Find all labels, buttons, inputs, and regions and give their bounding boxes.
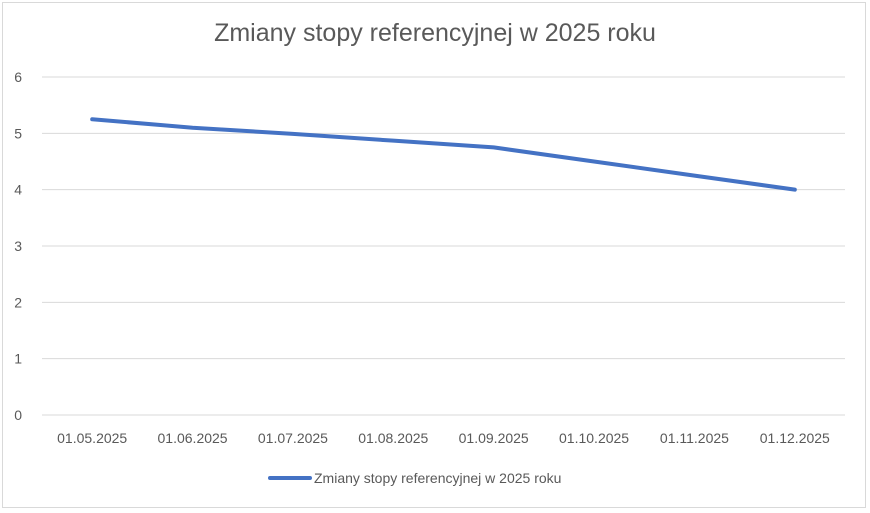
y-tick-label: 5 xyxy=(14,125,22,141)
legend: Zmiany stopy referencyjnej w 2025 roku xyxy=(268,467,561,489)
y-tick-label: 1 xyxy=(14,351,22,367)
gridlines xyxy=(42,76,845,416)
y-axis-tick-labels: 0 1 2 3 4 5 6 xyxy=(14,69,22,423)
chart-area xyxy=(2,2,866,508)
y-tick-label: 2 xyxy=(14,294,22,310)
y-tick-label: 3 xyxy=(14,238,22,254)
series-group xyxy=(90,117,797,192)
x-tick-label: 01.11.2025 xyxy=(660,430,729,446)
x-tick-label: 01.12.2025 xyxy=(760,430,830,446)
x-tick-label: 01.06.2025 xyxy=(158,430,228,446)
x-tick-label: 01.05.2025 xyxy=(57,430,127,446)
series-line-0 xyxy=(90,117,797,192)
y-tick-label: 6 xyxy=(14,69,22,85)
x-tick-label: 01.10.2025 xyxy=(559,430,629,446)
legend-label: Zmiany stopy referencyjnej w 2025 roku xyxy=(314,470,562,486)
y-tick-label: 4 xyxy=(14,182,22,198)
x-tick-label: 01.08.2025 xyxy=(358,430,428,446)
y-tick-label: 0 xyxy=(14,407,22,423)
legend-swatch xyxy=(268,476,312,480)
x-tick-label: 01.09.2025 xyxy=(459,430,529,446)
chart-title: Zmiany stopy referencyjnej w 2025 roku xyxy=(214,19,656,47)
x-tick-label: 01.07.2025 xyxy=(258,430,328,446)
x-axis-tick-labels: 01.05.2025 01.06.2025 01.07.2025 01.08.2025… xyxy=(57,430,830,446)
